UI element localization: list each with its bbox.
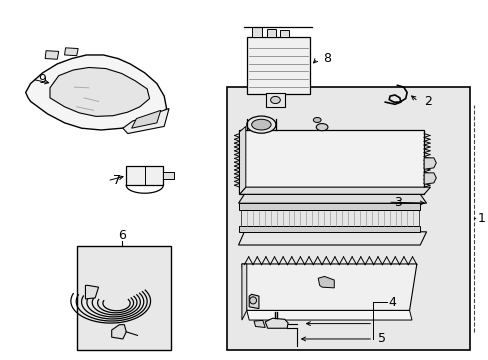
Polygon shape <box>126 166 163 185</box>
Ellipse shape <box>270 96 280 104</box>
Polygon shape <box>242 264 246 320</box>
Ellipse shape <box>246 116 275 133</box>
Polygon shape <box>64 48 78 56</box>
Polygon shape <box>85 285 99 299</box>
Text: 6: 6 <box>118 229 125 242</box>
Bar <box>246 37 309 94</box>
Polygon shape <box>239 187 429 194</box>
Polygon shape <box>238 194 426 203</box>
Polygon shape <box>45 51 59 59</box>
Polygon shape <box>246 310 411 320</box>
Polygon shape <box>249 294 259 309</box>
Text: 9: 9 <box>38 73 45 86</box>
Text: 7: 7 <box>113 174 121 187</box>
Polygon shape <box>241 210 418 226</box>
Polygon shape <box>423 158 435 169</box>
Bar <box>251 27 262 37</box>
Text: 2: 2 <box>423 95 431 108</box>
Polygon shape <box>239 130 423 194</box>
Polygon shape <box>254 320 264 328</box>
Polygon shape <box>50 67 149 116</box>
Polygon shape <box>122 109 169 134</box>
Polygon shape <box>163 172 174 179</box>
Ellipse shape <box>316 123 327 131</box>
Text: 1: 1 <box>477 212 485 225</box>
Text: 3: 3 <box>393 195 401 209</box>
Bar <box>279 30 288 37</box>
Polygon shape <box>239 203 419 210</box>
Polygon shape <box>318 276 334 288</box>
Polygon shape <box>26 55 166 130</box>
Ellipse shape <box>249 297 256 304</box>
Ellipse shape <box>313 117 321 122</box>
Polygon shape <box>423 173 435 184</box>
Bar <box>265 93 284 107</box>
Ellipse shape <box>251 119 270 130</box>
Text: 5: 5 <box>377 333 385 346</box>
Polygon shape <box>131 111 161 128</box>
Bar <box>266 29 275 37</box>
Bar <box>77 246 171 350</box>
Bar <box>227 87 469 350</box>
Polygon shape <box>111 325 126 339</box>
Polygon shape <box>239 226 419 232</box>
Polygon shape <box>264 318 287 328</box>
Polygon shape <box>239 126 245 194</box>
Polygon shape <box>242 264 416 310</box>
Text: 4: 4 <box>387 296 395 309</box>
Text: 8: 8 <box>323 52 331 65</box>
Polygon shape <box>238 232 426 245</box>
